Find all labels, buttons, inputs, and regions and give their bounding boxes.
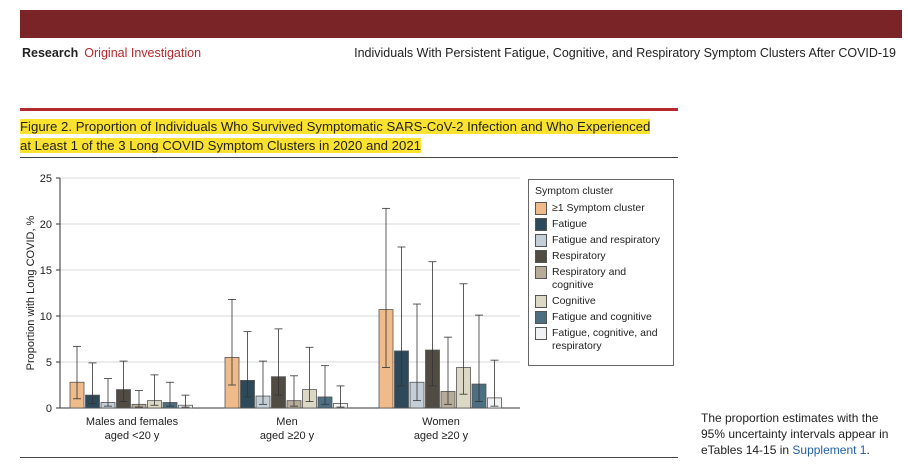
figure-title-line2: at Least 1 of the 3 Long COVID Symptom C… (20, 138, 421, 153)
legend-title: Symptom cluster (535, 185, 614, 197)
x-category-label: Men (276, 416, 297, 428)
legend-swatch (535, 266, 547, 279)
section-label: Research (22, 46, 79, 60)
bar-chart: 0 5 10 15 20 25 Proportion with Long COVID, % M… (25, 173, 520, 442)
y-tick-label: 25 (40, 173, 52, 185)
y-tick-label: 10 (40, 311, 52, 323)
x-category-label: aged ≥20 y (414, 430, 469, 442)
legend-swatch (535, 202, 547, 215)
supplement-link[interactable]: Supplement 1 (792, 443, 867, 457)
journal-top-bar (20, 10, 902, 38)
header-section: Research Original Investigation (22, 46, 201, 60)
legend-swatch (535, 311, 547, 324)
legend-label: Fatigue and cognitive (552, 311, 652, 323)
legend-item: Cognitive (535, 295, 667, 308)
legend-label: Fatigue (552, 218, 588, 230)
legend-item: ≥1 Symptom cluster (535, 202, 667, 215)
legend-swatch (535, 327, 547, 340)
legend-item: Fatigue and cognitive (535, 311, 667, 324)
legend-swatch (535, 234, 547, 247)
legend-label: Fatigue, cognitive, and respiratory (552, 327, 658, 352)
legend-label: Respiratory (552, 250, 606, 262)
legend-label: ≥1 Symptom cluster (552, 202, 645, 214)
figure-bottom-rule (20, 457, 678, 458)
legend-item: Fatigue, cognitive, and respiratory (535, 327, 667, 353)
legend-swatch (535, 218, 547, 231)
figure-note: The proportion estimates with the 95% un… (701, 410, 901, 458)
x-category-label: aged ≥20 y (260, 430, 315, 442)
y-axis-label: Proportion with Long COVID, % (25, 215, 37, 370)
legend-item: Respiratory and cognitive (535, 266, 667, 292)
legend-swatch (535, 250, 547, 263)
x-category-label: aged <20 y (105, 430, 160, 442)
note-text: The proportion estimates with the 95% un… (701, 411, 889, 457)
figure-title-rule (20, 157, 678, 158)
x-category-label: Males and females (86, 416, 179, 428)
figure-top-rule (20, 108, 678, 111)
y-tick-label: 15 (40, 265, 52, 277)
y-tick-label: 0 (46, 403, 52, 415)
x-category-label: Women (422, 416, 460, 428)
legend-label: Cognitive (552, 295, 596, 307)
legend-swatch (535, 295, 547, 308)
chart-legend: Symptom cluster ≥1 Symptom cluster Fatigu… (528, 179, 674, 366)
legend-item: Fatigue (535, 218, 667, 231)
legend-item: Fatigue and respiratory (535, 234, 667, 247)
legend-item: Respiratory (535, 250, 667, 263)
figure-title-line1: Figure 2. Proportion of Individuals Who … (20, 119, 651, 134)
figure-title: Figure 2. Proportion of Individuals Who … (20, 117, 660, 155)
running-title: Individuals With Persistent Fatigue, Cog… (354, 46, 896, 60)
legend-label: Respiratory and cognitive (552, 266, 627, 291)
y-tick-label: 5 (46, 357, 52, 369)
note-end: . (866, 443, 870, 457)
article-type: Original Investigation (84, 46, 202, 60)
y-tick-label: 20 (40, 219, 52, 231)
legend-label: Fatigue and respiratory (552, 234, 660, 246)
